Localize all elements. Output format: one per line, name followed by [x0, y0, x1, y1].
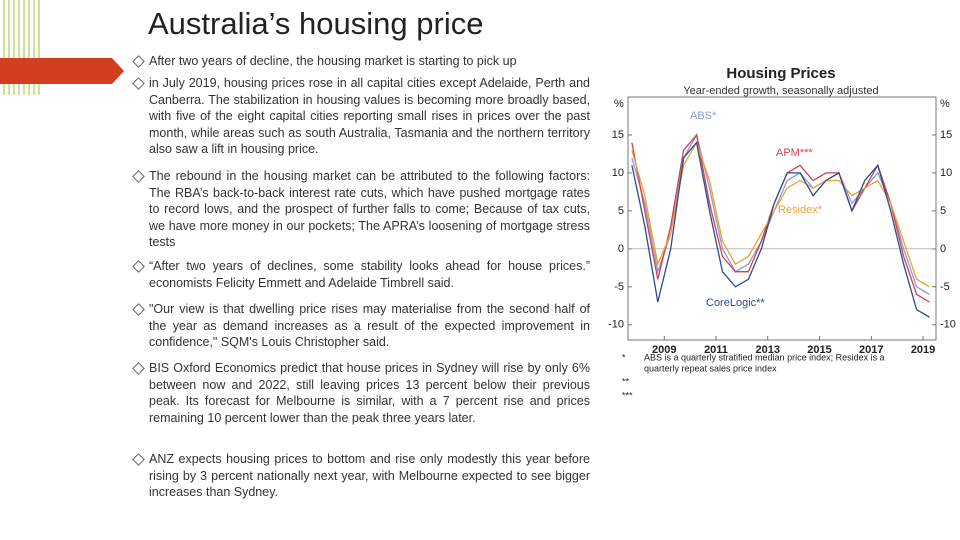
series-label: APM***	[776, 147, 813, 159]
footnote-marker: **	[622, 376, 630, 386]
y-tick-label: -10	[608, 319, 624, 331]
x-tick-label: 2019	[911, 344, 935, 356]
x-tick-label: 2009	[652, 344, 676, 356]
y2-tick-label: 0	[940, 243, 946, 255]
x-tick-label: 2013	[756, 344, 780, 356]
bullet-text: ANZ expects housing prices to bottom and…	[149, 452, 590, 500]
bullet-text: BIS Oxford Economics predict that house …	[149, 361, 590, 425]
bullet-text: "Our view is that dwelling price rises m…	[149, 302, 590, 350]
x-tick-label: 2017	[859, 344, 883, 356]
y-tick-label: 5	[618, 205, 624, 217]
bullet-text: “After two years of declines, some stabi…	[149, 259, 590, 290]
chart-subtitle: Year-ended growth, seasonally adjusted	[683, 85, 878, 97]
series-line	[631, 133, 930, 303]
x-tick-label: 2011	[704, 344, 728, 356]
series-line	[631, 141, 930, 318]
y2-tick-label: -10	[940, 319, 956, 331]
bullet-text: After two years of decline, the housing …	[149, 54, 517, 68]
y-unit-right: %	[940, 98, 950, 110]
footnote-text-cont: quarterly repeat sales price index	[644, 363, 777, 373]
y-tick-label: 0	[618, 243, 624, 255]
y2-tick-label: 5	[940, 205, 946, 217]
y-tick-label: -5	[614, 281, 624, 293]
bullet-text: The rebound in the housing market can be…	[149, 169, 590, 250]
y2-tick-label: 10	[940, 167, 952, 179]
y-unit: %	[614, 98, 624, 110]
y-tick-label: 15	[612, 129, 624, 141]
series-label: CoreLogic**	[706, 297, 765, 309]
series-label: Residex*	[778, 204, 823, 216]
plot-frame	[627, 96, 937, 341]
footnote-marker: *	[622, 352, 626, 362]
slide-title: Australia’s housing price	[148, 6, 484, 41]
footnote-marker: ***	[622, 390, 633, 400]
x-tick-label: 2015	[807, 344, 831, 356]
y2-tick-label: -5	[940, 281, 950, 293]
series-label: ABS*	[690, 110, 717, 122]
y-tick-label: 10	[612, 167, 624, 179]
footnote-text: ABS is a quarterly stratified median pri…	[644, 352, 885, 362]
bullet-text: in July 2019, housing prices rose in all…	[149, 76, 590, 157]
y2-tick-label: 15	[940, 129, 952, 141]
chart-title: Housing Prices	[726, 65, 835, 82]
